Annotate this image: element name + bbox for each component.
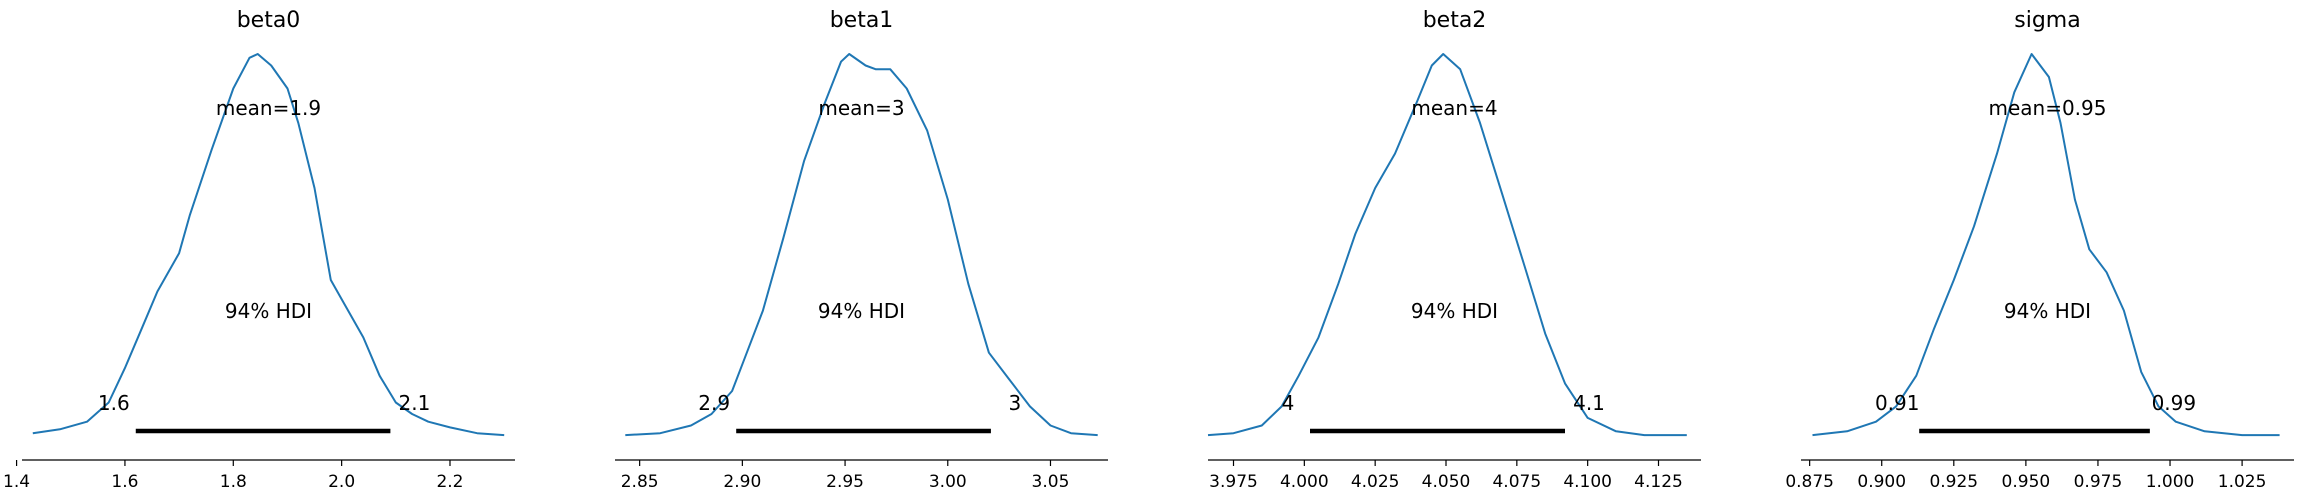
x-tick-label: 4.100 [1563,472,1612,492]
hdi-high-label: 3 [1009,391,1022,415]
x-tick-label: 2.85 [621,472,659,492]
mean-label: mean=4 [1411,96,1497,120]
hdi-high-label: 2.1 [398,391,430,415]
panel-sigma: 0.875 0.900 0.925 0.950 0.975 1.000 1.025 0.91 0… [1785,8,2294,492]
x-tick-label: 0.925 [1929,472,1978,492]
x-tick-label: 2.90 [723,472,761,492]
panel-beta1: 2.85 2.90 2.95 3.00 3.05 2.9 3 beta1 mean=3 94% H… [615,8,1108,492]
x-tick-label: 0.975 [2074,472,2123,492]
x-tick-label: 0.900 [1857,472,1906,492]
mean-label: mean=1.9 [216,96,321,120]
x-tick-label: 0.950 [2002,472,2051,492]
density-curve [1812,53,2280,437]
x-tick-label: 4.025 [1351,472,1400,492]
x-tick-label: 1.8 [220,472,247,492]
x-tick-label: 1.6 [111,472,138,492]
x-tick-label: 4.000 [1280,472,1329,492]
density-curve [1207,53,1687,437]
hdi-label: 94% HDI [225,299,312,323]
panel-title: sigma [2014,8,2080,33]
x-tick-label: 1.000 [2146,472,2195,492]
x-tick-label: 2.95 [826,472,864,492]
x-tick-label: 4.050 [1422,472,1471,492]
panel-title: beta0 [237,8,301,33]
x-tick-label: 3.00 [929,472,967,492]
x-tick-label: 3.05 [1032,472,1070,492]
hdi-low-label: 0.91 [1875,391,1920,415]
panel-title: beta2 [1423,8,1487,33]
hdi-high-label: 4.1 [1573,391,1605,415]
x-tick-label: 3.975 [1209,472,1258,492]
hdi-high-label: 0.99 [2152,391,2197,415]
hdi-label: 94% HDI [2004,299,2091,323]
mean-label: mean=3 [818,96,904,120]
hdi-low-label: 2.9 [698,391,730,415]
density-curve [32,53,505,437]
x-tick-label: 2.0 [328,472,355,492]
x-tick-label: 1.025 [2218,472,2267,492]
mean-label: mean=0.95 [1988,96,2106,120]
x-tick-label: 4.075 [1492,472,1541,492]
x-tick-label: 4.125 [1634,472,1683,492]
x-tick-label: 2.2 [436,472,463,492]
panel-beta0: 1.4 1.6 1.8 2.0 2.2 1.6 2.1 beta0 mean=1.9 94% HD… [3,8,515,492]
x-tick-label: 0.875 [1785,472,1834,492]
hdi-label: 94% HDI [818,299,905,323]
panel-title: beta1 [830,8,894,33]
x-tick-label: 1.4 [3,472,30,492]
density-curve [625,53,1098,437]
panel-beta2: 3.975 4.000 4.025 4.050 4.075 4.100 4.125 4 4.1 b… [1207,8,1701,492]
hdi-low-label: 1.6 [98,391,130,415]
hdi-low-label: 4 [1282,391,1295,415]
hdi-label: 94% HDI [1411,299,1498,323]
